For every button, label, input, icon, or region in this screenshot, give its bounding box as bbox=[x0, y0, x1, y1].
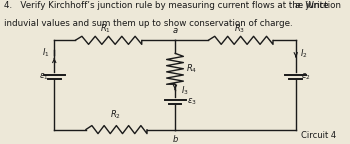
Text: $R_1$: $R_1$ bbox=[99, 22, 111, 35]
Text: $I_3$: $I_3$ bbox=[181, 85, 188, 97]
Text: induvial values and sum them up to show conservation of charge.: induvial values and sum them up to show … bbox=[4, 19, 292, 28]
Text: Circuit 4: Circuit 4 bbox=[301, 131, 336, 140]
Text: $\epsilon_1$: $\epsilon_1$ bbox=[39, 72, 49, 82]
Text: $I_2$: $I_2$ bbox=[300, 48, 308, 60]
Text: a: a bbox=[173, 26, 177, 35]
Text: $\epsilon_3$: $\epsilon_3$ bbox=[187, 96, 197, 107]
Text: $R_2$: $R_2$ bbox=[110, 108, 121, 121]
Text: a: a bbox=[295, 1, 300, 11]
Text: $R_4$: $R_4$ bbox=[186, 63, 197, 75]
Text: $I_1$: $I_1$ bbox=[42, 46, 50, 59]
Text: b: b bbox=[172, 135, 178, 144]
Text: $R_3$: $R_3$ bbox=[234, 22, 245, 35]
Text: 4.   Verify Kirchhoff’s junction rule by measuring current flows at the junction: 4. Verify Kirchhoff’s junction rule by m… bbox=[4, 1, 343, 11]
Text: . Write: . Write bbox=[300, 1, 328, 11]
Text: $\epsilon_2$: $\epsilon_2$ bbox=[301, 72, 311, 82]
